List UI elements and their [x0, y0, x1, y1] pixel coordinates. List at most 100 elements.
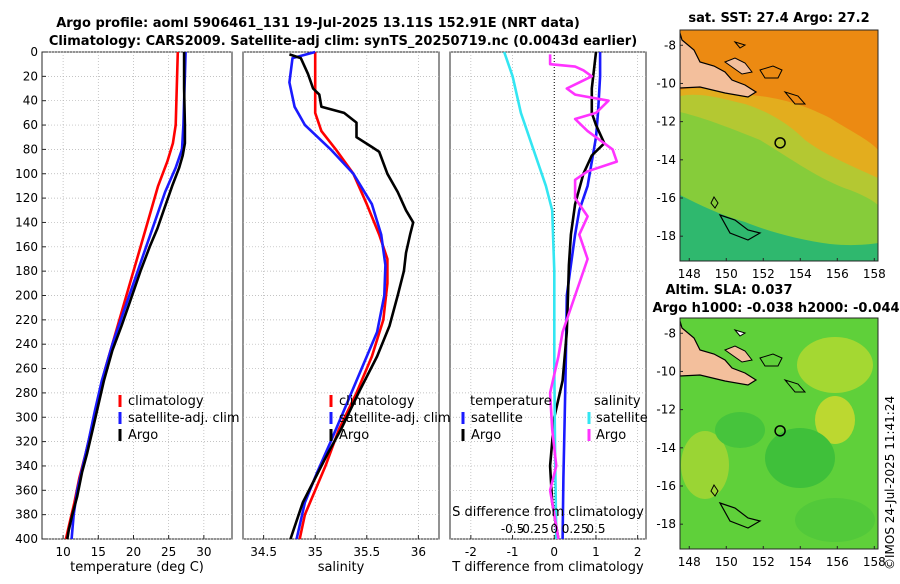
xtick-label: 15: [91, 545, 106, 559]
s-diff-tick-label: -0.5: [501, 522, 524, 536]
sst-coolest-band: [680, 195, 878, 261]
sst-reef-islands: [718, 213, 762, 241]
legend-label-s-argo: Argo: [596, 428, 626, 443]
salinity-legend: climatology satellite-adj. clim Argo: [329, 394, 451, 443]
map-ytick-label: -14: [656, 441, 676, 455]
legend-label-t-satellite: satellite: [471, 411, 523, 426]
map-ytick-label: -10: [656, 76, 676, 90]
sla-low-patch-s: [795, 498, 875, 542]
legend-label-s-satellite: satellite: [596, 411, 648, 426]
sst-small-island: [710, 196, 719, 209]
ytick-label: 220: [15, 313, 38, 327]
sla-map-title: Altim. SLA: 0.037: [666, 283, 793, 298]
series-line-satellite-adj-clim: [288, 50, 387, 540]
xtick-label: 2: [634, 545, 642, 559]
s-difference-ticks: -0.5-0.25 0 0.250.5: [501, 522, 606, 536]
sst-island-d: [733, 41, 747, 49]
map-ytick-label: -10: [656, 364, 676, 378]
salinity-panel: 34.5 35 35.5 36 salinity climatology satell…: [242, 50, 451, 575]
map-xtick-label: 158: [863, 555, 886, 569]
map-xtick-label: 158: [863, 267, 886, 281]
xtick-label: -2: [465, 545, 477, 559]
s-difference-label: S difference from climatology: [452, 505, 644, 520]
map-xtick-label: 156: [826, 267, 849, 281]
sst-island-b: [759, 65, 783, 79]
ytick-label: 40: [23, 94, 38, 108]
sst-island-a: [723, 57, 753, 75]
series-line-argo: [66, 52, 187, 540]
figure-title-line1: Argo profile: aoml 5906461_131 19-Jul-20…: [56, 16, 580, 31]
xtick-label: 20: [126, 545, 141, 559]
map-ytick-label: -16: [656, 191, 676, 205]
ytick-label: 20: [23, 69, 38, 83]
sal-legend-label-argo: Argo: [339, 428, 369, 443]
temperature-xticks: 10 15 20 25 30: [55, 535, 211, 559]
s-diff-tick-label: 0: [550, 522, 558, 536]
ytick-label: 140: [15, 215, 38, 229]
series-line-climatology: [298, 52, 389, 540]
sst-island-c: [783, 91, 807, 105]
sst-map-yticks: -8 -10 -12 -14 -16 -18: [656, 38, 683, 243]
difference-panel: -2 -1 0 1 2 S difference from climatology -0…: [449, 51, 648, 575]
ytick-label: 240: [15, 337, 38, 351]
xtick-label: 25: [161, 545, 176, 559]
map-xtick-label: 152: [752, 555, 775, 569]
s-diff-tick-label: -0.25: [518, 522, 549, 536]
xtick-label: 35.5: [353, 545, 380, 559]
map-ytick-label: -8: [664, 38, 676, 52]
sst-map-image: [680, 30, 878, 261]
sst-map-panel: sat. SST: 27.4 Argo: 27.2 148 150 152 154 15…: [656, 11, 885, 281]
imos-watermark: ©IMOS 24-Jul-2025 11:41:24: [883, 396, 897, 570]
sla-low-patch-w: [715, 412, 765, 448]
salinity-axes: [242, 51, 440, 540]
xtick-label: 0: [550, 545, 558, 559]
map-ytick-label: -16: [656, 479, 676, 493]
sla-map-subtitle: Argo h1000: -0.038 h2000: -0.044: [652, 301, 899, 316]
xtick-label: 30: [196, 545, 211, 559]
legend-title-temperature: temperature: [470, 394, 552, 409]
difference-lines: [502, 51, 619, 540]
ytick-label: 400: [15, 532, 38, 546]
legend-label-argo: Argo: [128, 428, 158, 443]
difference-legend: temperature satellite Argo salinity sate…: [461, 394, 648, 443]
xtick-label: 35: [308, 545, 323, 559]
sla-high-patch-ne: [797, 337, 873, 393]
sla-map-yticks: -8 -10 -12 -14 -16 -18: [656, 326, 683, 531]
ytick-label: 380: [15, 508, 38, 522]
series-line-t-satellite: [561, 52, 602, 540]
sla-high-patch-e: [815, 396, 855, 444]
salinity-xticks: 34.5 35 35.5 36: [250, 535, 426, 559]
s-diff-tick-label: 0.25: [562, 522, 589, 536]
map-xtick-label: 156: [826, 555, 849, 569]
ytick-label: 300: [15, 410, 38, 424]
temperature-panel: 0 20 40 60 80 100 120 140 160 180 200 220 240 260 280 3…: [15, 45, 240, 575]
difference-xlabel: T difference from climatology: [451, 560, 644, 575]
sla-land-new-guinea: [680, 320, 758, 386]
figure-title-line2: Climatology: CARS2009. Satellite-adj cli…: [49, 34, 637, 49]
sst-land-new-guinea: [680, 32, 758, 98]
ytick-label: 260: [15, 362, 38, 376]
sla-island-b: [759, 353, 783, 367]
xtick-label: 10: [55, 545, 70, 559]
sst-map-title: sat. SST: 27.4 Argo: 27.2: [688, 11, 869, 26]
ytick-label: 0: [30, 45, 38, 59]
map-ytick-label: -18: [656, 517, 676, 531]
sla-island-d: [733, 329, 747, 337]
ytick-label: 120: [15, 191, 38, 205]
ytick-label: 200: [15, 289, 38, 303]
sst-map-frame: [679, 29, 879, 262]
ytick-label: 160: [15, 240, 38, 254]
map-xtick-label: 150: [715, 267, 738, 281]
sal-legend-label-satellite-clim: satellite-adj. clim: [339, 411, 451, 426]
legend-label-t-argo: Argo: [471, 428, 501, 443]
legend-label-satellite-clim: satellite-adj. clim: [128, 411, 240, 426]
sla-reef-islands: [718, 501, 762, 529]
series-line-s-satellite: [502, 51, 558, 540]
temperature-legend: climatology satellite-adj. clim Argo: [118, 394, 240, 443]
temperature-yticks: 0 20 40 60 80 100 120 140 160 180 200 220 240 260 280 3…: [15, 45, 46, 546]
map-ytick-label: -14: [656, 153, 676, 167]
map-xtick-label: 148: [678, 267, 701, 281]
legend-label-climatology: climatology: [128, 394, 204, 409]
salinity-xlabel: salinity: [318, 560, 365, 575]
